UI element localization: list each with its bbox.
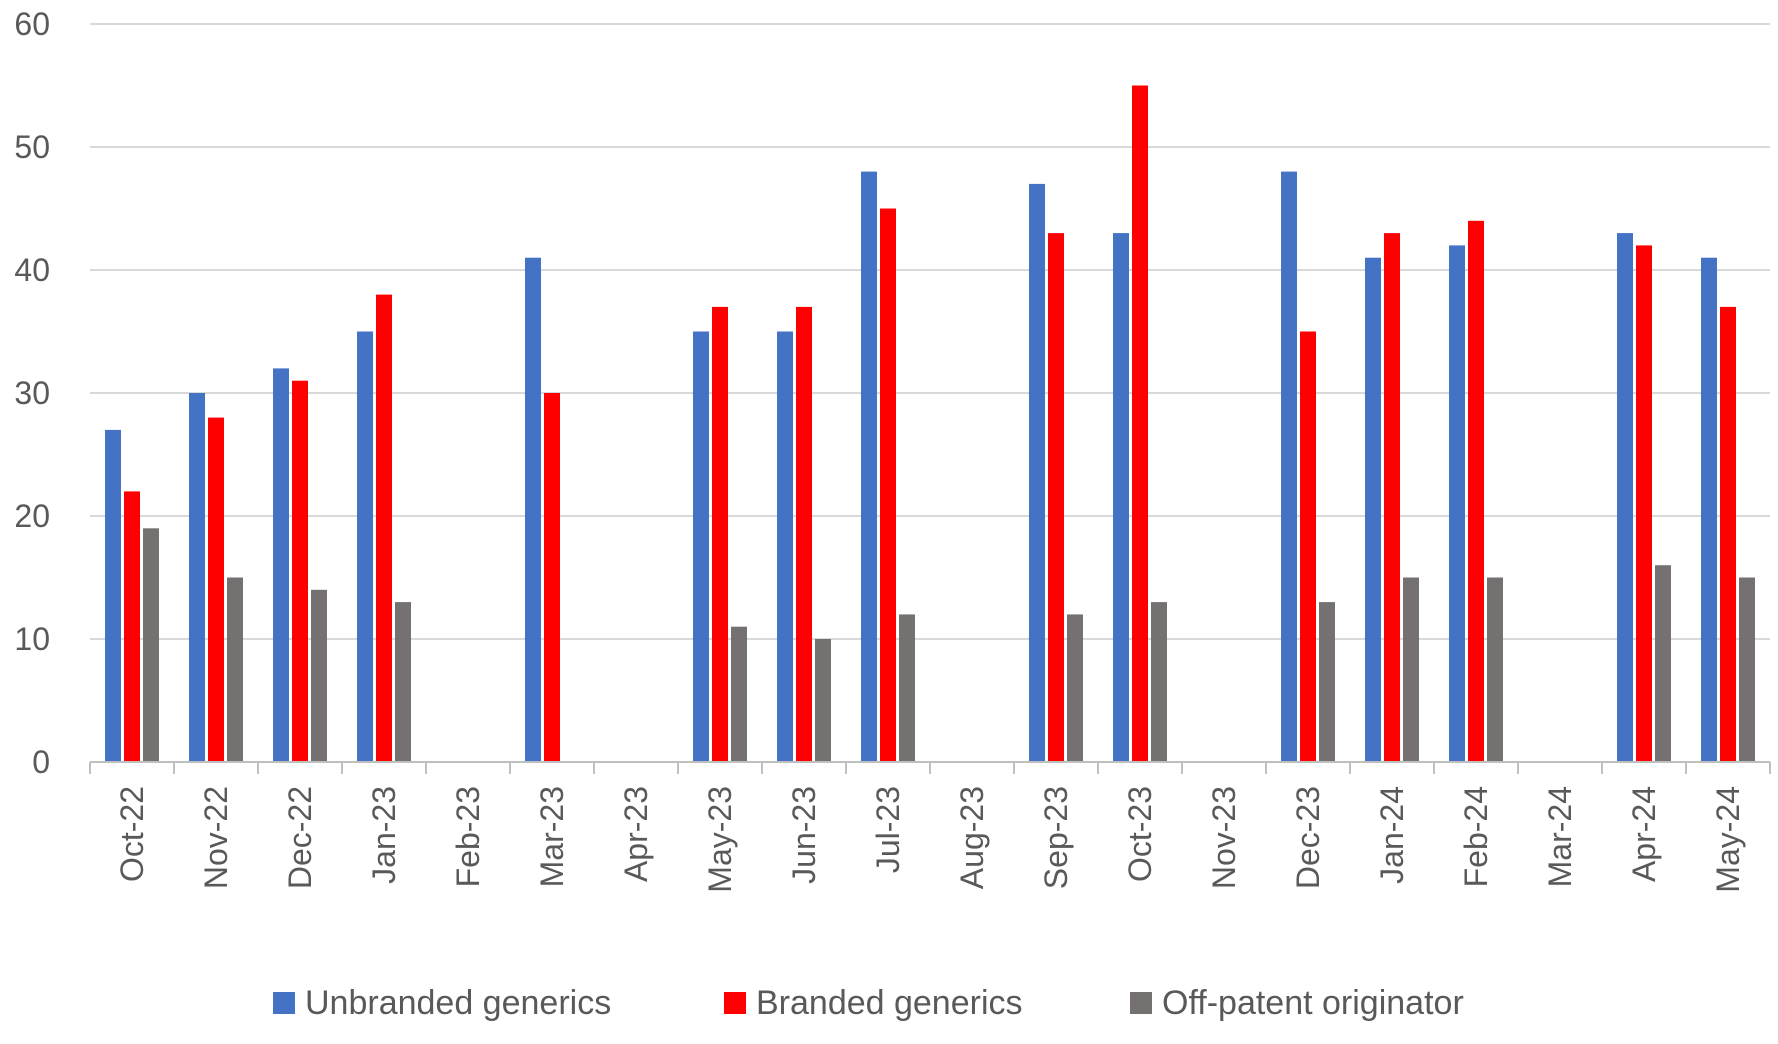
bar: [105, 429, 121, 762]
legend-label: Branded generics: [756, 984, 1023, 1022]
x-tick-label: Aug-23: [954, 786, 990, 889]
bar: [1468, 220, 1484, 763]
legend: Unbranded generics Branded generics Off-pa…: [273, 984, 1464, 1022]
bar: [712, 306, 728, 762]
legend-swatch: [724, 992, 746, 1014]
x-tick-label: Dec-22: [282, 786, 318, 889]
bar: [1067, 614, 1083, 762]
x-tick-label: Nov-22: [198, 786, 234, 889]
bar: [1151, 602, 1167, 762]
bar: [124, 491, 140, 762]
bars: [105, 85, 1755, 763]
bar: [525, 257, 541, 762]
bar: [693, 331, 709, 762]
x-tick-label: Feb-23: [450, 786, 486, 887]
bar: [357, 331, 373, 762]
bar: [1319, 602, 1335, 762]
bar: [395, 602, 411, 762]
legend-label: Unbranded generics: [305, 984, 611, 1022]
y-tick-label: 20: [14, 498, 50, 534]
legend-swatch: [273, 992, 295, 1014]
bar: [796, 306, 812, 762]
bar: [1701, 257, 1717, 762]
x-tick-label: May-23: [702, 786, 738, 893]
x-tick-label: Apr-24: [1626, 786, 1662, 882]
bar: [1487, 577, 1503, 762]
y-tick-label: 40: [14, 252, 50, 288]
y-tick-label: 10: [14, 621, 50, 657]
bar: [1449, 245, 1465, 762]
x-tick-label: Mar-24: [1542, 786, 1578, 887]
bar: [1132, 85, 1148, 762]
x-tick-label: Jun-23: [786, 786, 822, 884]
bar: [273, 368, 289, 762]
bar: [777, 331, 793, 762]
bar: [880, 208, 896, 762]
y-tick-label: 60: [14, 6, 50, 42]
gridlines: [90, 23, 1770, 640]
bar: [1029, 183, 1045, 762]
bar: [292, 380, 308, 762]
bar: [1384, 233, 1400, 763]
x-tick-label: Oct-23: [1122, 786, 1158, 882]
bar: [1655, 565, 1671, 762]
x-tick-label: Nov-23: [1206, 786, 1242, 889]
y-tick-label: 50: [14, 129, 50, 165]
bar: [815, 639, 831, 762]
bar: [1365, 257, 1381, 762]
bar: [731, 626, 747, 762]
x-tick-label: May-24: [1710, 786, 1746, 893]
bar: [1720, 306, 1736, 762]
bar: [311, 589, 327, 762]
bar: [376, 294, 392, 762]
bar: [899, 614, 915, 762]
x-axis-ticks: Oct-22 Nov-22 Dec-22 Jan-23 Feb-23 Mar-23 Apr-…: [114, 786, 1746, 893]
bar: [544, 393, 560, 762]
y-tick-label: 0: [32, 744, 50, 780]
bar: [208, 417, 224, 762]
x-tick-label: Mar-23: [534, 786, 570, 887]
x-tick-label: Jan-24: [1374, 786, 1410, 884]
bar: [1739, 577, 1755, 762]
bar: [189, 393, 205, 762]
bar: [1300, 331, 1316, 762]
x-tick-label: Oct-22: [114, 786, 150, 882]
bar: [1403, 577, 1419, 762]
bar: [1636, 245, 1652, 762]
x-tick-label: Jan-23: [366, 786, 402, 884]
x-tick-label: Feb-24: [1458, 786, 1494, 887]
y-tick-label: 30: [14, 375, 50, 411]
x-tick-label: Apr-23: [618, 786, 654, 882]
y-axis-ticks: 0 10 20 30 40 50 60: [14, 6, 50, 780]
legend-label: Off-patent originator: [1162, 984, 1464, 1022]
legend-swatch: [1130, 992, 1152, 1014]
bar: [1617, 233, 1633, 763]
bar: [861, 171, 877, 763]
bar: [227, 577, 243, 762]
x-tick-label: Dec-23: [1290, 786, 1326, 889]
bar: [143, 528, 159, 762]
x-tick-label: Jul-23: [870, 786, 906, 873]
bar: [1113, 233, 1129, 763]
bar: [1048, 233, 1064, 763]
bar: [1281, 171, 1297, 763]
x-tick-label: Sep-23: [1038, 786, 1074, 889]
x-axis: [89, 761, 1771, 774]
